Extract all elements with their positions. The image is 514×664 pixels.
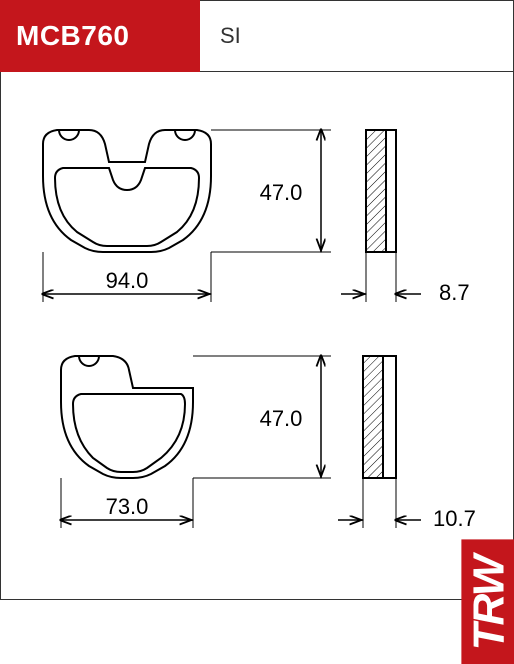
variant-code: SI	[220, 23, 241, 49]
pad2-dim-thick: 10.7	[338, 478, 476, 531]
pad2-outline	[61, 356, 193, 478]
pad2-dim-height: 47.0	[193, 356, 331, 478]
variant-box: SI	[200, 0, 514, 72]
header-bar: MCB760 SI	[0, 0, 514, 72]
pad1-height-label: 47.0	[260, 180, 303, 205]
pad1-thick-label: 8.7	[439, 280, 470, 305]
pad2-dim-width: 73.0	[61, 478, 193, 528]
pad1-side-view	[366, 130, 396, 252]
drawing-area: 47.0 94.0 8.7	[0, 72, 514, 600]
pad1-width-label: 94.0	[106, 268, 149, 293]
pad1-dim-thick: 8.7	[341, 252, 470, 305]
brand-text: TRW	[464, 557, 513, 650]
pad2-thick-label: 10.7	[433, 506, 476, 531]
brand-logo: TRW	[461, 539, 514, 664]
pad1-dim-width: 94.0	[43, 252, 211, 302]
part-number: MCB760	[16, 20, 129, 52]
technical-drawing: 47.0 94.0 8.7	[1, 72, 514, 600]
part-number-box: MCB760	[0, 0, 200, 72]
pad2-side-view	[363, 356, 396, 478]
pad1-outline	[43, 130, 211, 252]
pad2-width-label: 73.0	[106, 494, 149, 519]
pad2-height-label: 47.0	[260, 406, 303, 431]
pad1-dim-height: 47.0	[211, 130, 331, 252]
